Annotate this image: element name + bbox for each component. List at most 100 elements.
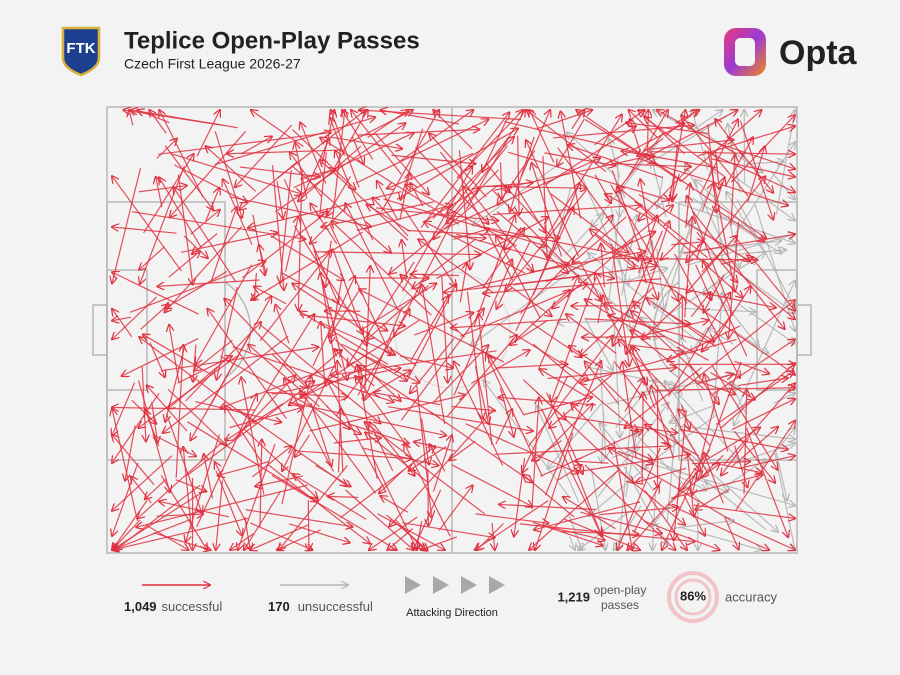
successful-pass bbox=[532, 343, 637, 431]
successful-pass bbox=[290, 152, 322, 197]
successful-pass bbox=[240, 137, 272, 155]
successful-pass bbox=[218, 460, 270, 476]
successful-pass bbox=[115, 484, 201, 550]
successful-pass bbox=[544, 361, 601, 496]
successful-pass bbox=[249, 522, 312, 550]
successful-pass bbox=[721, 438, 750, 476]
unsuccessful-pass bbox=[654, 192, 709, 309]
successful-pass bbox=[626, 259, 659, 354]
successful-pass bbox=[579, 454, 690, 472]
successful-pass bbox=[602, 123, 684, 167]
successful-pass bbox=[293, 133, 414, 189]
successful-pass bbox=[367, 205, 411, 232]
successful-pass bbox=[139, 246, 165, 270]
unsuccessful-label: unsuccessful bbox=[298, 599, 373, 614]
successful-pass bbox=[568, 145, 664, 179]
successful-pass bbox=[321, 201, 435, 227]
successful-pass bbox=[279, 465, 348, 550]
successful-pass bbox=[475, 499, 549, 550]
total-label-1: open-play bbox=[594, 583, 647, 597]
successful-pass bbox=[604, 303, 709, 361]
successful-pass bbox=[177, 356, 232, 384]
successful-pass bbox=[650, 152, 795, 154]
successful-pass bbox=[292, 129, 355, 190]
direction-label: Attacking Direction bbox=[406, 607, 498, 619]
successful-pass bbox=[655, 388, 795, 391]
successful-pass bbox=[112, 317, 132, 320]
successful-pass bbox=[620, 471, 685, 525]
successful-pass bbox=[703, 274, 725, 313]
successful-pass bbox=[625, 110, 668, 181]
successful-pass bbox=[400, 275, 465, 338]
successful-pass bbox=[112, 519, 191, 550]
unsuccessful-pass bbox=[745, 162, 784, 164]
successful-pass bbox=[451, 318, 567, 328]
successful-pass bbox=[206, 146, 257, 192]
successful-pass bbox=[494, 446, 670, 455]
successful-pass bbox=[315, 464, 351, 486]
unsuccessful-pass bbox=[681, 308, 756, 311]
successful-pass bbox=[724, 137, 753, 188]
successful-pass bbox=[622, 362, 637, 458]
successful-pass bbox=[170, 131, 247, 217]
successful-pass bbox=[400, 203, 456, 287]
successful-pass bbox=[238, 443, 276, 550]
successful-pass bbox=[618, 187, 708, 258]
successful-pass bbox=[679, 428, 788, 449]
unsuccessful-pass bbox=[670, 404, 716, 422]
successful-pass bbox=[546, 525, 604, 540]
badge-text: FTK bbox=[66, 40, 95, 57]
successful-pass bbox=[504, 121, 655, 157]
successful-pass bbox=[636, 203, 743, 298]
successful-pass bbox=[387, 152, 474, 188]
successful-pass bbox=[143, 154, 194, 234]
successful-pass bbox=[210, 207, 237, 282]
successful-pass bbox=[125, 425, 136, 480]
successful-pass bbox=[350, 423, 409, 443]
successful-pass bbox=[281, 272, 388, 331]
successful-pass bbox=[526, 140, 580, 257]
successful-pass bbox=[137, 380, 170, 492]
successful-pass bbox=[280, 169, 292, 283]
brand-name: Opta bbox=[779, 34, 858, 72]
successful-pass bbox=[718, 142, 795, 169]
successful-pass bbox=[701, 184, 713, 212]
successful-pass bbox=[345, 489, 414, 550]
successful-pass bbox=[441, 276, 448, 383]
successful-pass bbox=[343, 377, 362, 401]
successful-pass bbox=[430, 411, 533, 483]
successful-pass bbox=[281, 376, 311, 505]
successful-pass bbox=[535, 432, 574, 550]
successful-pass bbox=[416, 385, 432, 518]
successful-pass bbox=[564, 415, 677, 432]
successful-pass bbox=[300, 311, 389, 365]
unsuccessful-pass bbox=[473, 162, 562, 226]
successful-pass bbox=[326, 405, 349, 429]
successful-pass bbox=[400, 309, 483, 421]
successful-pass bbox=[174, 164, 247, 202]
successful-pass bbox=[522, 379, 633, 483]
successful-pass bbox=[704, 453, 724, 504]
successful-pass bbox=[190, 210, 220, 235]
successful-pass bbox=[626, 123, 709, 135]
successful-pass bbox=[712, 339, 795, 395]
successful-pass bbox=[164, 145, 213, 210]
successful-pass bbox=[400, 110, 473, 162]
successful-pass bbox=[143, 334, 212, 376]
successful-pass bbox=[532, 440, 562, 461]
successful-pass bbox=[549, 374, 613, 428]
successful-pass bbox=[223, 179, 253, 245]
successful-pass bbox=[698, 361, 742, 480]
unsuccessful-pass bbox=[771, 171, 795, 199]
successful-pass bbox=[638, 279, 776, 308]
successful-pass bbox=[690, 292, 710, 318]
successful-pass bbox=[269, 234, 344, 280]
successful-pass bbox=[259, 324, 380, 424]
successful-pass bbox=[489, 356, 525, 416]
successful-pass bbox=[137, 110, 170, 124]
unsuccessful-pass bbox=[664, 430, 778, 532]
successful-pass bbox=[693, 504, 795, 518]
successful-pass bbox=[465, 423, 579, 474]
total-count: 1,219 bbox=[557, 589, 590, 604]
successful-pass bbox=[276, 180, 283, 218]
